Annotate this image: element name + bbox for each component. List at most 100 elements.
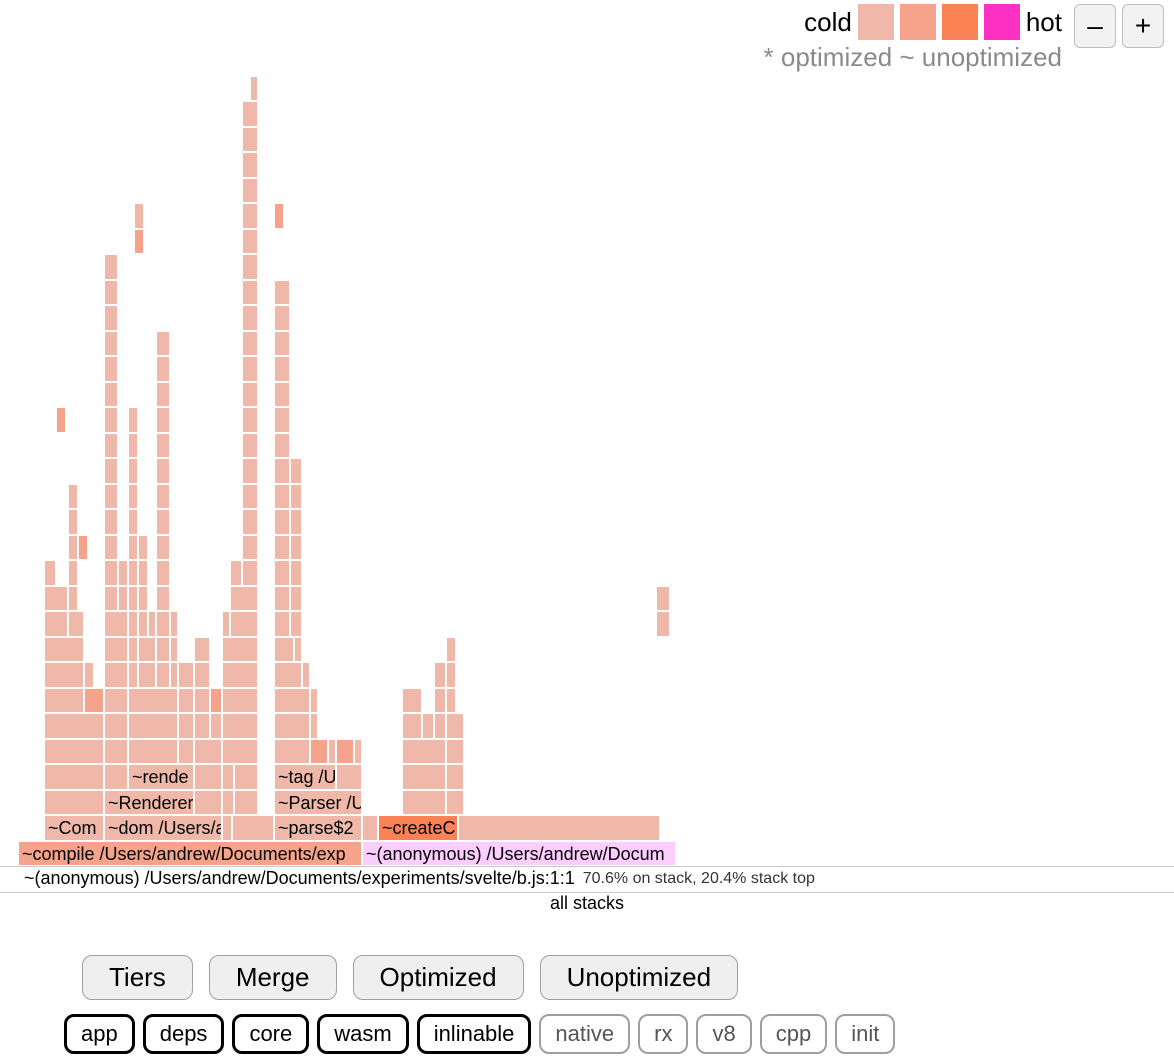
tag-v8[interactable]: v8 — [696, 1014, 751, 1054]
flame-cell[interactable] — [230, 560, 242, 586]
flame-cell[interactable] — [422, 713, 434, 739]
flame-cell[interactable] — [68, 535, 78, 561]
flame-cell[interactable] — [446, 764, 464, 790]
flame-cell[interactable] — [104, 280, 118, 306]
control-merge[interactable]: Merge — [209, 955, 337, 1000]
flamegraph-root-row[interactable]: ~(anonymous) /Users/andrew/Documents/exp… — [0, 866, 1174, 890]
flame-cell[interactable] — [242, 407, 258, 433]
flame-cell[interactable] — [446, 739, 464, 765]
flame-cell[interactable] — [104, 688, 128, 714]
flame-cell[interactable] — [274, 331, 290, 357]
flame-cell[interactable]: ~createC — [378, 815, 458, 841]
flame-cell[interactable] — [274, 509, 290, 535]
flame-cell[interactable] — [446, 688, 456, 714]
flame-cell[interactable] — [402, 739, 446, 765]
flame-cell[interactable] — [104, 560, 118, 586]
flame-cell[interactable] — [178, 662, 194, 688]
flame-cell[interactable] — [302, 662, 310, 688]
flame-cell[interactable] — [44, 611, 68, 637]
flame-cell[interactable] — [194, 688, 210, 714]
flame-cell[interactable] — [294, 637, 302, 663]
flame-cell[interactable] — [118, 586, 128, 612]
tag-native[interactable]: native — [539, 1014, 630, 1054]
flame-cell[interactable] — [458, 815, 660, 841]
flame-cell[interactable] — [156, 356, 170, 382]
flame-cell[interactable] — [242, 535, 258, 561]
flame-cell[interactable] — [274, 407, 290, 433]
flame-cell[interactable] — [156, 611, 170, 637]
flame-cell[interactable] — [274, 586, 290, 612]
flame-cell[interactable] — [242, 203, 258, 229]
flame-cell[interactable] — [274, 688, 310, 714]
flame-cell[interactable] — [170, 662, 178, 688]
flame-cell[interactable] — [104, 764, 128, 790]
flame-cell[interactable] — [274, 637, 294, 663]
flame-cell[interactable] — [274, 280, 290, 306]
flame-cell[interactable] — [362, 815, 378, 841]
flame-cell[interactable] — [274, 382, 290, 408]
flame-cell[interactable] — [148, 611, 156, 637]
flame-cell[interactable] — [104, 637, 128, 663]
flame-cell[interactable] — [290, 484, 302, 510]
flame-cell[interactable] — [134, 203, 144, 229]
flame-cell[interactable] — [222, 790, 234, 816]
flame-cell[interactable]: ~compile /Users/andrew/Documents/exp — [18, 841, 362, 867]
flame-cell[interactable] — [656, 586, 670, 612]
flame-cell[interactable] — [128, 484, 138, 510]
flame-cell[interactable] — [242, 484, 258, 510]
control-optimized[interactable]: Optimized — [353, 955, 524, 1000]
flame-cell[interactable] — [128, 535, 138, 561]
flame-cell[interactable] — [434, 662, 446, 688]
flame-cell[interactable] — [138, 662, 156, 688]
flame-cell[interactable] — [446, 790, 464, 816]
tag-core[interactable]: core — [232, 1014, 309, 1054]
flame-cell[interactable] — [194, 790, 222, 816]
flame-cell[interactable] — [336, 739, 354, 765]
flame-cell[interactable] — [170, 637, 178, 663]
flame-cell[interactable] — [230, 611, 258, 637]
flame-cell[interactable] — [290, 586, 302, 612]
flame-cell[interactable] — [44, 662, 84, 688]
flame-cell[interactable] — [128, 611, 138, 637]
flame-cell[interactable]: ~Com — [44, 815, 104, 841]
flame-cell[interactable] — [104, 356, 118, 382]
flame-cell[interactable] — [354, 739, 362, 765]
tag-app[interactable]: app — [64, 1014, 135, 1054]
flame-cell[interactable] — [242, 305, 258, 331]
flame-cell[interactable] — [156, 560, 170, 586]
flame-cell[interactable] — [104, 254, 118, 280]
flame-cell[interactable] — [310, 739, 328, 765]
flame-cell[interactable] — [194, 637, 210, 663]
flame-cell[interactable] — [290, 509, 302, 535]
flame-cell[interactable] — [234, 764, 258, 790]
flame-cell[interactable] — [138, 535, 148, 561]
flame-cell[interactable] — [138, 637, 156, 663]
flame-cell[interactable] — [68, 484, 78, 510]
flame-cell[interactable] — [242, 229, 258, 255]
flame-cell[interactable] — [274, 433, 290, 459]
flame-cell[interactable] — [274, 484, 290, 510]
flame-cell[interactable] — [222, 815, 232, 841]
tag-init[interactable]: init — [835, 1014, 895, 1054]
flame-cell[interactable] — [250, 76, 258, 102]
flame-cell[interactable]: ~rende — [128, 764, 194, 790]
flame-cell[interactable] — [242, 254, 258, 280]
flame-cell[interactable] — [138, 611, 148, 637]
flame-cell[interactable] — [156, 407, 170, 433]
flame-cell[interactable]: ~dom /Users/a — [104, 815, 222, 841]
flame-cell[interactable] — [310, 713, 318, 739]
flame-cell[interactable] — [274, 560, 290, 586]
flame-cell[interactable] — [104, 535, 118, 561]
flame-cell[interactable] — [68, 560, 78, 586]
flame-cell[interactable] — [178, 713, 194, 739]
flame-cell[interactable] — [104, 407, 118, 433]
flame-cell[interactable] — [128, 739, 178, 765]
flame-cell[interactable] — [274, 305, 290, 331]
zoom-out-button[interactable]: – — [1074, 4, 1116, 48]
flame-cell[interactable] — [222, 713, 258, 739]
flame-cell[interactable] — [156, 509, 170, 535]
flame-cell[interactable] — [104, 739, 128, 765]
flamegraph[interactable]: ~compile /Users/andrew/Documents/exp~(an… — [0, 70, 1174, 890]
flame-cell[interactable] — [104, 331, 118, 357]
flame-cell[interactable] — [84, 688, 104, 714]
